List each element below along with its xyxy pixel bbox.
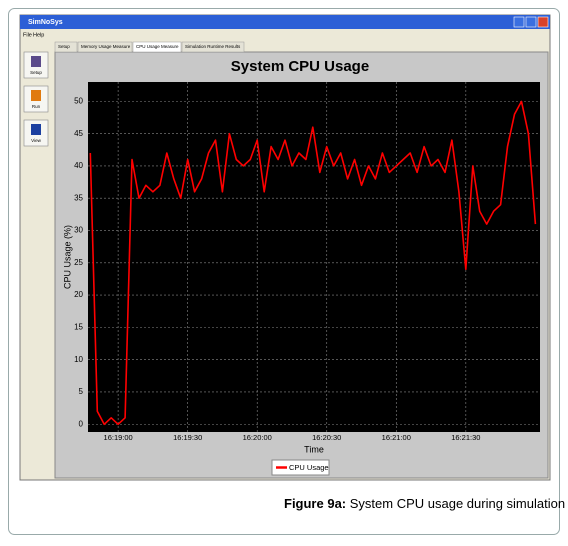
x-tick-label: 16:20:30 — [312, 433, 341, 442]
tab[interactable] — [54, 41, 78, 53]
tab[interactable] — [77, 41, 133, 53]
tab[interactable] — [181, 41, 245, 53]
menu-item[interactable]: Help — [33, 32, 44, 38]
y-axis-title: CPU Usage (%) — [62, 225, 72, 289]
x-axis-title: Time — [304, 444, 324, 454]
legend-label: CPU Usage — [289, 463, 329, 472]
y-tick-label: 0 — [79, 419, 84, 428]
y-tick-label: 20 — [74, 290, 83, 299]
tab-label[interactable]: Setup — [58, 44, 70, 49]
minimize-button[interactable] — [513, 16, 525, 28]
y-tick-label: 25 — [74, 258, 83, 267]
caption: Figure 9a: System CPU usage during simul… — [284, 496, 568, 511]
chart-title: System CPU Usage — [231, 58, 369, 75]
tab-label[interactable]: Memory Usage Measure — [81, 44, 131, 49]
sidebar-label[interactable]: Run — [32, 104, 41, 109]
legend — [271, 459, 330, 476]
x-tick-label: 16:20:00 — [243, 433, 272, 442]
sidebar-label[interactable]: View — [31, 138, 41, 143]
y-tick-label: 45 — [74, 129, 83, 138]
x-tick-label: 16:21:30 — [451, 433, 480, 442]
cpu-line — [89, 100, 537, 426]
menu-item[interactable]: File — [23, 32, 32, 38]
button-icon — [31, 56, 41, 67]
caption-text: System CPU usage during simulation run. — [350, 496, 568, 511]
button-icon — [31, 90, 41, 101]
x-tick-label: 16:19:00 — [104, 433, 133, 442]
button-icon — [31, 124, 41, 135]
close-button[interactable] — [537, 16, 549, 28]
y-tick-label: 10 — [74, 355, 83, 364]
window-title: SimNoSys — [28, 19, 63, 26]
caption-label: Figure 9a: — [284, 496, 346, 511]
sidebar-label[interactable]: Setup — [30, 70, 42, 75]
title-bar — [20, 15, 550, 29]
maximize-button[interactable] — [525, 16, 537, 28]
tab[interactable] — [132, 41, 182, 53]
y-tick-label: 30 — [74, 226, 83, 235]
y-tick-label: 40 — [74, 161, 83, 170]
y-tick-label: 5 — [79, 387, 84, 396]
y-tick-label: 50 — [74, 96, 83, 105]
y-tick-label: 15 — [74, 322, 83, 331]
tab-label[interactable]: CPU Usage Measure — [136, 44, 179, 49]
tab-label[interactable]: Simulation Runtime Results — [185, 44, 241, 49]
x-tick-label: 16:19:30 — [173, 433, 202, 442]
y-tick-label: 35 — [74, 193, 83, 202]
x-tick-label: 16:21:00 — [382, 433, 411, 442]
